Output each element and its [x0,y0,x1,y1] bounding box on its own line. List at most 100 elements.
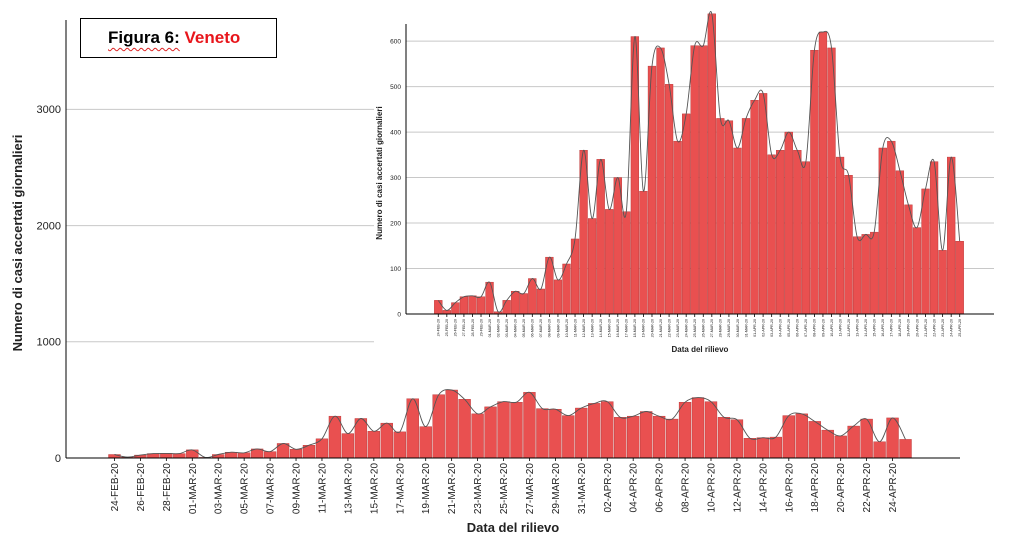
bar [485,281,494,315]
bar [419,426,432,459]
bar [640,411,653,459]
x-tick-label: 16-APR-20 [784,463,795,513]
x-tick-label: 26-MAR-20 [702,319,706,337]
bar [750,100,759,315]
bar [682,113,691,315]
bar [354,418,368,459]
x-tick-label: 19-MAR-20 [421,463,432,515]
x-tick-label: 09-MAR-20 [556,319,560,337]
x-tick-label: 05-MAR-20 [240,463,251,515]
bar [639,190,648,315]
bar [724,120,734,315]
x-tick-label: 12-APR-20 [847,319,851,337]
bar [769,436,782,459]
x-tick-label: 23-APR-20 [941,319,945,337]
x-tick-label: 26-FEB-20 [136,463,147,512]
bar [160,453,173,459]
bar [955,241,964,315]
bar [733,147,742,315]
x-tick-label: 27-MAR-20 [710,319,714,337]
x-tick-label: 29-MAR-20 [727,319,731,337]
x-tick-label: 23-MAR-20 [676,319,680,337]
bar [458,399,471,459]
bar [827,47,836,315]
x-tick-label: 06-APR-20 [655,463,666,513]
bar [741,118,751,315]
x-tick-label: 27-MAR-20 [525,463,536,515]
x-tick-label: 25-FEB-20 [445,319,449,336]
x-tick-label: 20-APR-20 [836,463,847,513]
x-tick-label: 04-APR-20 [629,463,640,513]
x-tick-label: 14-APR-20 [758,463,769,513]
x-tick-label: 05-MAR-20 [522,319,526,337]
x-tick-label: 03-APR-20 [770,319,774,337]
bar [237,452,251,459]
x-tick-label: 13-APR-20 [855,319,859,337]
x-tick-label: 07-APR-20 [804,319,808,337]
bar [613,177,622,315]
x-tick-label: 28-MAR-20 [719,319,723,337]
bar [776,150,785,315]
x-tick-label: 25-MAR-20 [499,463,510,515]
y-tick-label: 0 [397,311,401,318]
x-tick-label: 19-APR-20 [907,319,911,337]
trend-line [114,389,906,458]
bar [451,302,460,315]
x-tick-label: 22-APR-20 [862,463,873,513]
bar [341,433,355,459]
x-tick-label: 12-APR-20 [732,463,743,513]
x-tick-label: 02-APR-20 [603,463,614,513]
x-tick-label: 28-FEB-20 [471,319,475,336]
y-tick-label: 600 [390,38,401,45]
bar [758,93,768,315]
bar [108,454,121,459]
x-tick-label: 24-APR-20 [888,463,899,513]
bar [861,234,870,315]
bar [380,422,393,459]
x-tick-label: 19-MAR-20 [642,319,646,337]
figure-title-box: Figura 6: Veneto [80,18,277,58]
bar [818,31,828,315]
bar [899,439,912,459]
bar [912,227,922,315]
x-tick-label: 15-MAR-20 [607,319,611,337]
x-tick-label: 20-APR-20 [915,319,919,337]
x-tick-label: 09-APR-20 [821,319,825,337]
x-tick-label: 03-MAR-20 [214,463,225,515]
x-tick-label: 14-APR-20 [864,319,868,337]
bar [528,278,537,315]
x-tick-label: 16-MAR-20 [616,319,620,337]
inset-chart: 0 100 200 300 400 500 600 24-FEB-20 25-FEB-20 26-… [374,4,994,364]
x-tick-label: 25-MAR-20 [693,319,697,337]
bar [938,250,947,315]
bar [523,392,536,459]
x-axis-title: Data del rilievo [672,345,729,354]
x-tick-label: 13-MAR-20 [590,319,594,337]
bar [510,402,523,459]
bar [834,435,847,459]
bar [895,170,905,315]
bar [756,437,770,459]
bar [664,84,674,315]
y-tick-label: 400 [390,129,401,136]
bar [808,421,821,459]
x-tick-label: 24-MAR-20 [684,319,688,337]
bar [793,150,802,315]
y-tick-label: 100 [390,266,401,273]
bar [691,397,705,459]
bar [263,451,277,459]
x-tick-label: 22-MAR-20 [667,319,671,337]
bar [442,310,451,315]
bar [716,118,725,315]
bar [519,293,528,315]
x-tick-label: 24-FEB-20 [437,319,441,336]
x-tick-label: 21-MAR-20 [659,319,663,337]
bar [921,188,930,315]
x-tick-label: 24-APR-20 [949,319,953,337]
trend-line [437,11,961,313]
x-tick-label: 10-APR-20 [830,319,834,337]
x-tick-label: 23-MAR-20 [473,463,484,515]
x-tick-label: 29-FEB-20 [479,319,483,336]
x-tick-label: 24-FEB-20 [110,463,121,512]
